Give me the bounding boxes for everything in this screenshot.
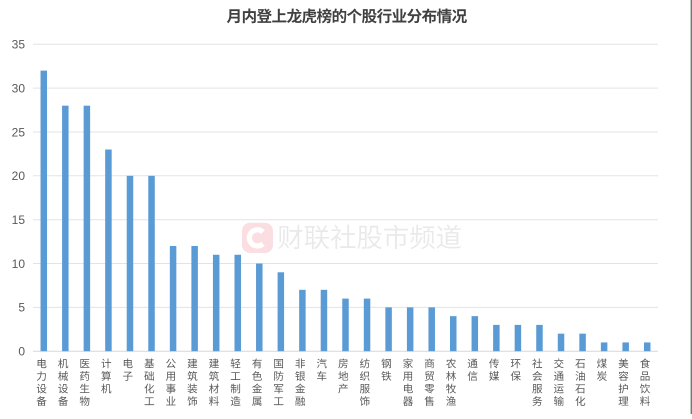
svg-text:15: 15: [12, 213, 26, 227]
svg-text:25: 25: [12, 125, 26, 139]
svg-text:10: 10: [12, 257, 26, 271]
svg-text:35: 35: [12, 38, 26, 52]
svg-text:30: 30: [12, 81, 26, 95]
svg-text:0: 0: [18, 345, 25, 359]
svg-text:5: 5: [18, 301, 25, 315]
svg-text:20: 20: [12, 169, 26, 183]
